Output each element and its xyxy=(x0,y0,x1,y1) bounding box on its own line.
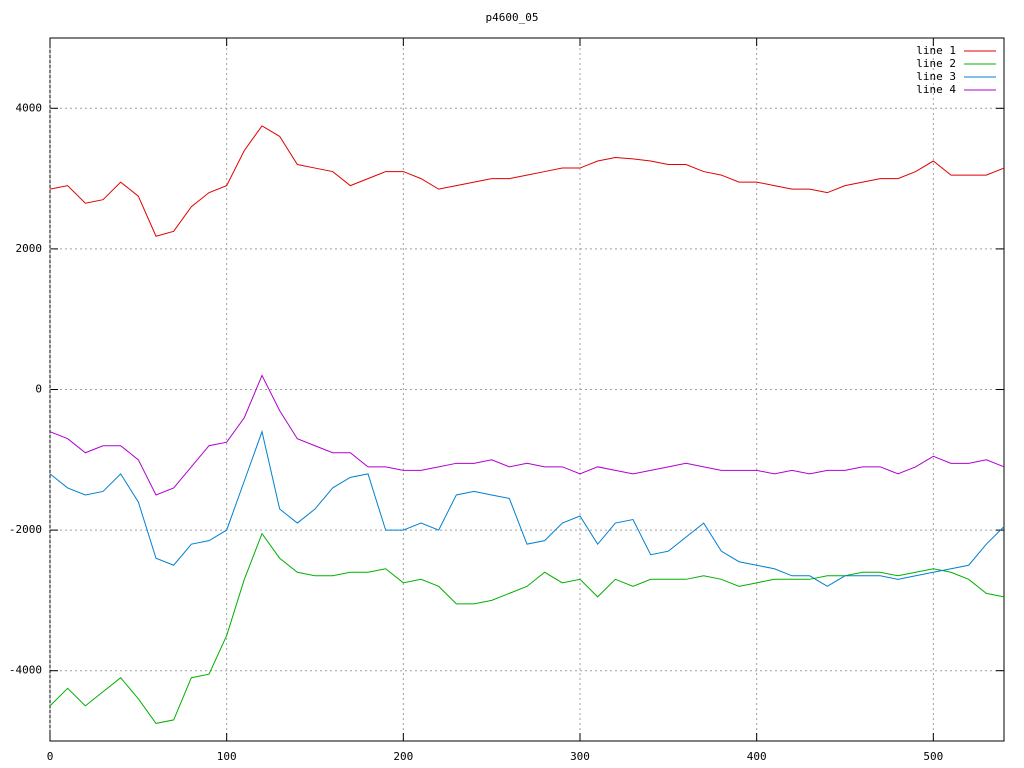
y-tick-label: 0 xyxy=(35,383,42,396)
legend-label: line 1 xyxy=(916,44,956,57)
legend-label: line 2 xyxy=(916,57,956,70)
y-tick-label: 2000 xyxy=(16,242,43,255)
chart-title: p4600_05 xyxy=(486,11,539,24)
y-tick-label: -4000 xyxy=(9,664,42,677)
legend-label: line 3 xyxy=(916,70,956,83)
y-tick-label: -2000 xyxy=(9,523,42,536)
legend-label: line 4 xyxy=(916,83,956,96)
line-series xyxy=(49,374,1005,496)
y-tick-label: 4000 xyxy=(16,101,43,114)
x-tick-label: 300 xyxy=(570,750,590,763)
x-tick-label: 0 xyxy=(47,750,54,763)
x-tick-label: 200 xyxy=(393,750,413,763)
line-series xyxy=(49,125,1005,237)
x-tick-label: 500 xyxy=(923,750,943,763)
line-series xyxy=(49,429,1005,587)
x-tick-label: 400 xyxy=(747,750,767,763)
x-tick-label: 100 xyxy=(217,750,237,763)
